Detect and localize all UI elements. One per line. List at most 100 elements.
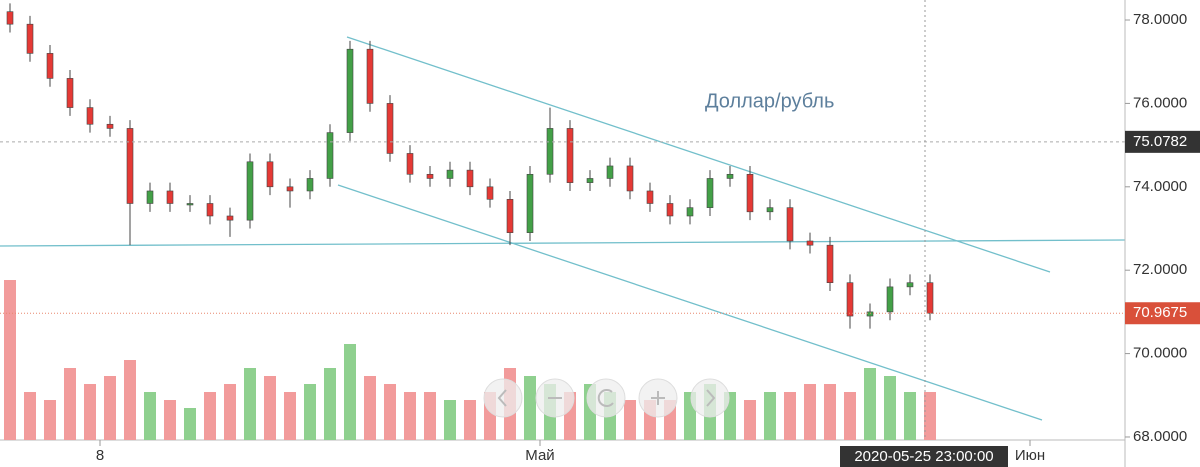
volume-bar xyxy=(64,368,76,440)
candle-body xyxy=(446,169,454,179)
volume-bar xyxy=(184,408,196,440)
candle-body xyxy=(366,48,374,104)
candle-body xyxy=(586,178,594,183)
annotation: Доллар/рубль xyxy=(705,90,834,112)
candle-body xyxy=(766,207,774,213)
candle-body xyxy=(146,190,154,204)
icon xyxy=(597,389,614,408)
candle-body xyxy=(46,53,54,79)
crosshair-tag xyxy=(840,446,1008,467)
y-tick-label: 78.0000 xyxy=(1133,11,1187,28)
volume-bar xyxy=(804,384,816,440)
candle-body xyxy=(566,128,574,183)
icon xyxy=(497,389,507,407)
volume-bar xyxy=(784,392,796,440)
candle-body xyxy=(466,169,474,188)
price-tag-label: 70.9675 xyxy=(1133,304,1187,321)
volume-bar xyxy=(844,392,856,440)
candle-body xyxy=(726,173,734,179)
candle-body xyxy=(306,178,314,192)
y-tick-label: 72.0000 xyxy=(1133,261,1187,278)
candle-body xyxy=(86,107,94,125)
x-tick-label: 8 xyxy=(96,447,104,464)
candle-body xyxy=(26,23,34,54)
candle-body xyxy=(906,282,914,288)
scroll-left-button[interactable] xyxy=(483,378,523,418)
y-tick-label: 68.0000 xyxy=(1133,428,1187,445)
candle-body xyxy=(186,203,194,206)
candle-body xyxy=(346,48,354,133)
candle-body xyxy=(106,123,114,129)
candle-body xyxy=(626,165,634,192)
volume-bar xyxy=(264,376,276,440)
volume-bar xyxy=(924,392,936,440)
icon xyxy=(651,391,665,405)
y-tick-label: 74.0000 xyxy=(1133,178,1187,195)
volume-bar xyxy=(824,384,836,440)
channel-top xyxy=(346,36,1051,273)
volume-bar xyxy=(164,400,176,440)
candle-body xyxy=(686,207,694,217)
price-tag xyxy=(1125,130,1200,153)
candle-body xyxy=(286,186,294,192)
candle-body xyxy=(486,186,494,200)
support-line xyxy=(0,239,1126,247)
scroll-right-button[interactable] xyxy=(690,378,730,418)
candle-body xyxy=(846,282,854,317)
volume-bar xyxy=(144,392,156,440)
reset-button[interactable] xyxy=(586,378,626,418)
volume-bar xyxy=(624,400,636,440)
candle-body xyxy=(266,161,274,188)
candle-body xyxy=(606,165,614,179)
icon xyxy=(706,389,716,407)
candle-body xyxy=(826,244,834,284)
price-tag-label: 75.0782 xyxy=(1133,133,1187,150)
volume-bar xyxy=(324,368,336,440)
candle-body xyxy=(386,103,394,154)
candle-body xyxy=(226,215,234,221)
crosshair-label: 2020-05-25 23:00:00 xyxy=(854,448,993,465)
candle-body xyxy=(646,190,654,204)
volume-bar xyxy=(424,392,436,440)
volume-bar xyxy=(4,280,16,440)
volume-bar xyxy=(104,376,116,440)
candle-body xyxy=(6,11,14,25)
volume-bar xyxy=(444,400,456,440)
volume-bar xyxy=(224,384,236,440)
volume-bar xyxy=(864,368,876,440)
candle-body xyxy=(526,173,534,233)
volume-bar xyxy=(904,392,916,440)
candle-body xyxy=(706,178,714,208)
candle-body xyxy=(126,128,134,204)
y-tick-label: 70.0000 xyxy=(1133,345,1187,362)
candle-body xyxy=(506,199,514,233)
volume-bar xyxy=(364,376,376,440)
candle-body xyxy=(426,173,434,179)
volume-bar xyxy=(124,360,136,440)
candle-body xyxy=(326,132,334,179)
volume-bar xyxy=(764,392,776,440)
volume-bar xyxy=(884,376,896,440)
volume-bar xyxy=(244,368,256,440)
candle-body xyxy=(806,240,814,246)
candle-body xyxy=(246,161,254,221)
candle-body xyxy=(926,282,934,314)
volume-bar xyxy=(404,392,416,440)
volume-bar xyxy=(24,392,36,440)
volume-bar xyxy=(304,384,316,440)
volume-bar xyxy=(524,376,536,440)
candle-body xyxy=(66,78,74,108)
volume-bar xyxy=(84,384,96,440)
y-tick-label: 76.0000 xyxy=(1133,94,1187,111)
price-tag xyxy=(1125,302,1200,325)
candle-body xyxy=(786,207,794,242)
candle-body xyxy=(406,153,414,175)
x-tick-label: Июн xyxy=(1015,447,1045,464)
x-tick-label: Май xyxy=(525,447,554,464)
candle-body xyxy=(666,203,674,217)
volume-bar xyxy=(284,392,296,440)
volume-bar xyxy=(744,400,756,440)
zoom-controls[interactable] xyxy=(483,378,730,418)
candle-body xyxy=(206,203,214,217)
